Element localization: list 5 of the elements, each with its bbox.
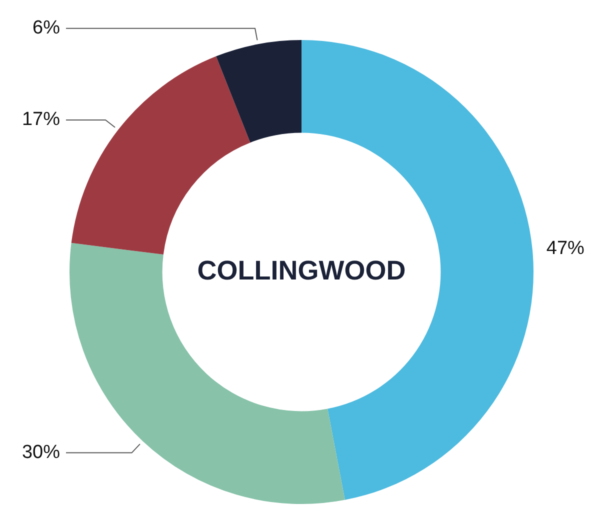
data-label: 47% bbox=[546, 238, 585, 260]
data-label: 6% bbox=[32, 18, 60, 39]
data-label: 30% bbox=[22, 442, 60, 464]
data-label: 17% bbox=[22, 109, 60, 130]
text: COLLINGWOOD bbox=[197, 255, 406, 286]
